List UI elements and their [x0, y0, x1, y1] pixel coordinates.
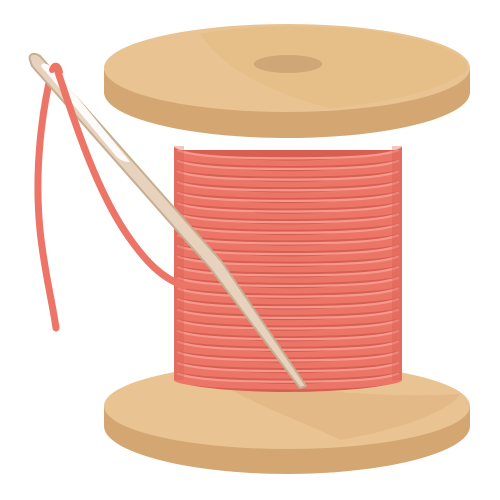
- thread-winding-highlight: [176, 213, 400, 224]
- thread-winding: [174, 348, 402, 369]
- thread-winding: [174, 337, 402, 358]
- thread-winding-highlight: [176, 149, 400, 160]
- thread-winding: [174, 241, 402, 262]
- thread-winding: [174, 231, 402, 252]
- thread-winding-highlight: [176, 266, 400, 277]
- thread-winding: [174, 209, 402, 230]
- thread-winding: [174, 220, 402, 241]
- thread-tail-back: [34, 66, 60, 332]
- thread-winding-highlight: [176, 181, 400, 192]
- thread-winding-highlight: [176, 330, 400, 341]
- top-flange: [104, 24, 470, 138]
- thread-winding: [174, 252, 402, 273]
- thread-windings: [174, 146, 402, 390]
- thread-winding: [174, 167, 402, 188]
- thread-body: [174, 146, 402, 392]
- thread-winding: [174, 177, 402, 198]
- thread-winding-highlight: [176, 223, 400, 234]
- thread-winding-highlight: [176, 298, 400, 309]
- thread-winding: [174, 284, 402, 305]
- thread-winding-highlight: [176, 319, 400, 330]
- thread-winding-highlight: [176, 159, 400, 171]
- thread-winding-highlight: [176, 255, 400, 266]
- thread-winding: [174, 146, 402, 166]
- thread-winding: [174, 316, 402, 337]
- thread-winding: [174, 156, 402, 177]
- thread-winding: [174, 358, 402, 379]
- thread-winding-highlight: [176, 372, 400, 383]
- needle-shaft: [28, 52, 307, 389]
- spool-center-hole: [254, 55, 322, 73]
- thread-winding: [174, 305, 402, 326]
- thread-winding-highlight: [176, 202, 400, 213]
- thread-winding: [174, 326, 402, 347]
- thread-right-shade: [392, 146, 402, 380]
- thread-winding-highlight: [176, 308, 400, 319]
- top-flange-highlight: [200, 26, 468, 108]
- thread-winding: [174, 188, 402, 209]
- thread-winding: [174, 294, 402, 315]
- thread-winding: [174, 199, 402, 220]
- thread-winding-highlight: [176, 191, 400, 202]
- thread-through-eye: [54, 68, 188, 290]
- thread-winding-highlight: [176, 287, 400, 298]
- thread-eye-loop: [49, 62, 63, 75]
- bottom-flange-shade: [210, 376, 460, 440]
- thread-winding-highlight: [176, 340, 400, 351]
- thread-winding-highlight: [176, 170, 400, 181]
- thread-left-shade: [174, 146, 184, 380]
- thread-winding-highlight: [176, 276, 400, 288]
- thread-winding: [174, 369, 402, 390]
